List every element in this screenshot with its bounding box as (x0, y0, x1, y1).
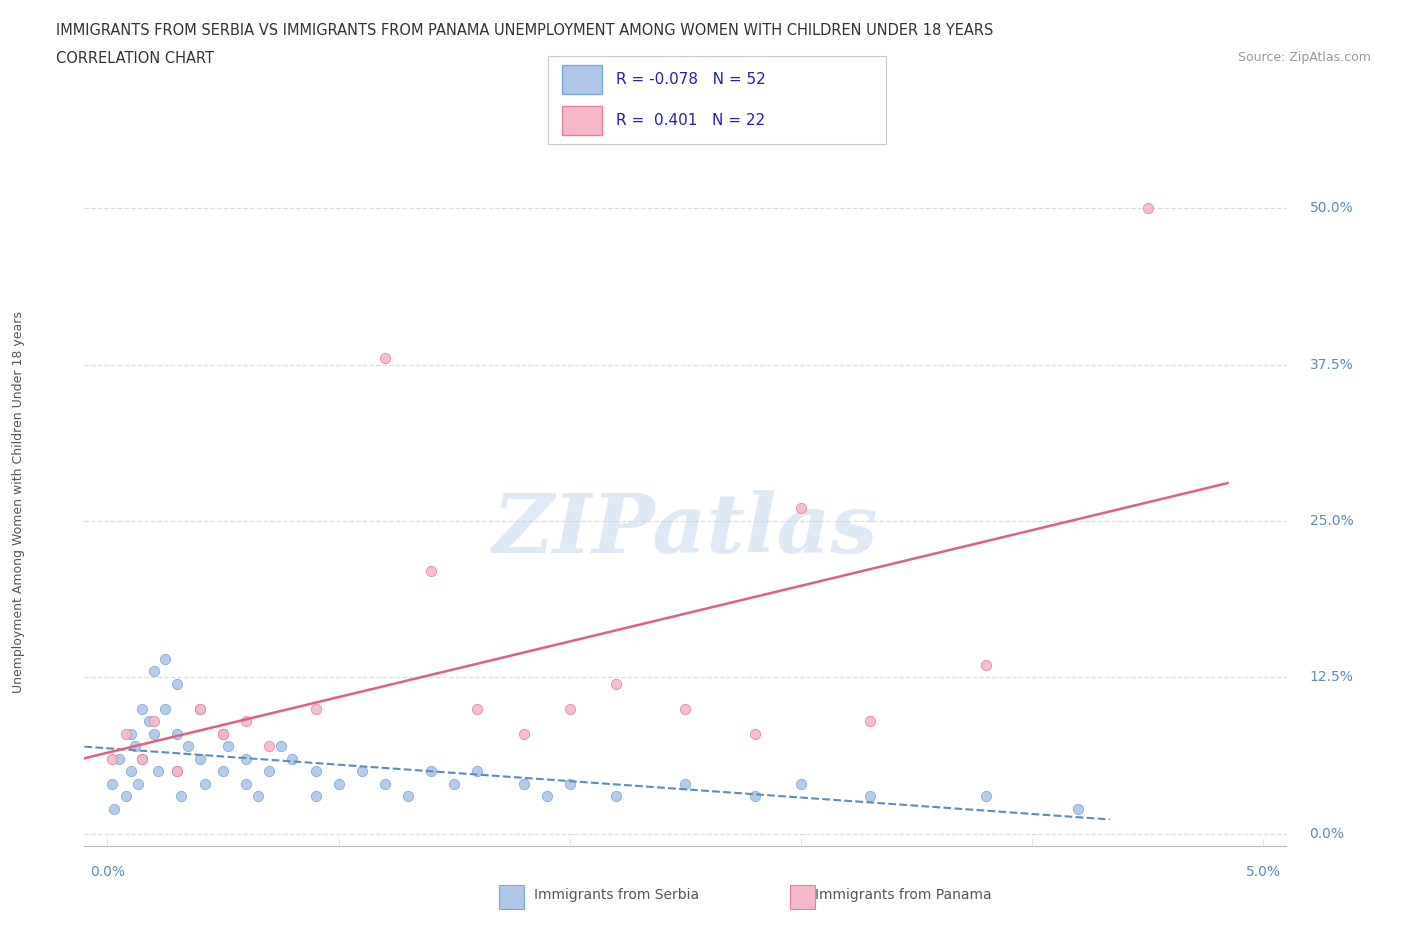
Point (115, 789, 138, 804)
Point (166, 764, 188, 778)
Point (212, 726, 235, 741)
Point (974, 789, 997, 804)
Point (127, 777, 149, 791)
Point (1067, 802, 1090, 817)
Point (558, 701, 581, 716)
Text: R =  0.401   N = 22: R = 0.401 N = 22 (616, 113, 765, 128)
Point (744, 726, 766, 741)
Point (115, 726, 138, 741)
Point (675, 701, 697, 716)
Point (166, 726, 188, 741)
Point (194, 777, 217, 791)
Text: Immigrants from Serbia: Immigrants from Serbia (534, 887, 699, 902)
Point (212, 726, 235, 741)
Point (246, 789, 269, 804)
Point (270, 738, 292, 753)
Point (166, 676, 188, 691)
FancyBboxPatch shape (562, 65, 602, 94)
Point (744, 789, 766, 804)
Point (259, 738, 281, 753)
Point (443, 777, 465, 791)
Text: 50.0%: 50.0% (1309, 201, 1354, 215)
Point (558, 777, 581, 791)
Point (120, 726, 142, 741)
Point (974, 658, 997, 672)
Point (170, 789, 193, 804)
Point (166, 764, 188, 778)
Point (790, 777, 813, 791)
Point (605, 789, 627, 804)
Text: 25.0%: 25.0% (1309, 514, 1354, 528)
Text: ZIPatlas: ZIPatlas (492, 490, 879, 570)
Text: 12.5%: 12.5% (1309, 671, 1354, 684)
Text: R = -0.078   N = 52: R = -0.078 N = 52 (616, 72, 766, 86)
Point (155, 651, 177, 666)
Point (512, 777, 534, 791)
Point (281, 751, 304, 766)
Point (131, 751, 153, 766)
Point (155, 701, 177, 716)
Point (304, 701, 326, 716)
Text: 37.5%: 37.5% (1309, 357, 1354, 372)
Point (374, 351, 396, 365)
Point (605, 676, 627, 691)
Point (1136, 201, 1159, 216)
Point (103, 802, 125, 817)
Point (235, 751, 257, 766)
Point (101, 777, 124, 791)
Point (374, 777, 396, 791)
Point (675, 777, 697, 791)
Point (177, 738, 200, 753)
Point (212, 764, 235, 778)
Text: Immigrants from Panama: Immigrants from Panama (815, 887, 993, 902)
Point (396, 789, 419, 804)
FancyBboxPatch shape (562, 106, 602, 136)
Point (124, 738, 146, 753)
Point (304, 789, 326, 804)
Point (142, 713, 165, 728)
Point (536, 789, 558, 804)
Point (120, 764, 142, 778)
Point (859, 789, 882, 804)
Point (217, 738, 239, 753)
Point (188, 701, 211, 716)
Point (235, 777, 257, 791)
Text: CORRELATION CHART: CORRELATION CHART (56, 51, 214, 66)
Text: 5.0%: 5.0% (1246, 865, 1281, 879)
Point (350, 764, 373, 778)
Point (148, 764, 170, 778)
Point (131, 701, 153, 716)
Point (235, 713, 257, 728)
Text: IMMIGRANTS FROM SERBIA VS IMMIGRANTS FROM PANAMA UNEMPLOYMENT AMONG WOMEN WITH C: IMMIGRANTS FROM SERBIA VS IMMIGRANTS FRO… (56, 23, 994, 38)
Point (467, 764, 489, 778)
Point (859, 713, 882, 728)
Point (467, 701, 489, 716)
Text: 0.0%: 0.0% (90, 865, 125, 879)
Point (512, 726, 534, 741)
Point (101, 751, 124, 766)
Point (420, 764, 443, 778)
Point (142, 726, 165, 741)
Point (259, 764, 281, 778)
Text: Unemployment Among Women with Children Under 18 years: Unemployment Among Women with Children U… (11, 312, 25, 693)
Point (131, 751, 153, 766)
Point (188, 701, 211, 716)
Point (188, 751, 211, 766)
Point (108, 751, 131, 766)
Point (304, 764, 326, 778)
Point (142, 664, 165, 679)
Text: 0.0%: 0.0% (1309, 827, 1344, 841)
Point (790, 501, 813, 516)
Point (328, 777, 350, 791)
Text: Source: ZipAtlas.com: Source: ZipAtlas.com (1237, 51, 1371, 64)
Point (138, 713, 160, 728)
Point (420, 564, 443, 578)
